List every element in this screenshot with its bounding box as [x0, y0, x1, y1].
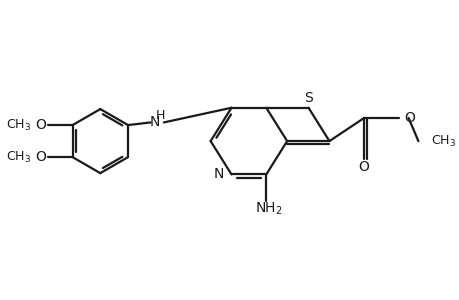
Text: CH$_3$: CH$_3$ — [6, 150, 31, 165]
Text: O: O — [35, 118, 46, 132]
Text: O: O — [358, 160, 369, 174]
Text: CH$_3$: CH$_3$ — [430, 134, 455, 149]
Text: O: O — [403, 110, 414, 124]
Text: CH$_3$: CH$_3$ — [6, 118, 31, 133]
Text: S: S — [303, 91, 312, 105]
Text: N: N — [213, 167, 223, 182]
Text: NH$_2$: NH$_2$ — [254, 201, 282, 217]
Text: N: N — [150, 116, 160, 129]
Text: H: H — [155, 109, 165, 122]
Text: O: O — [35, 150, 46, 164]
